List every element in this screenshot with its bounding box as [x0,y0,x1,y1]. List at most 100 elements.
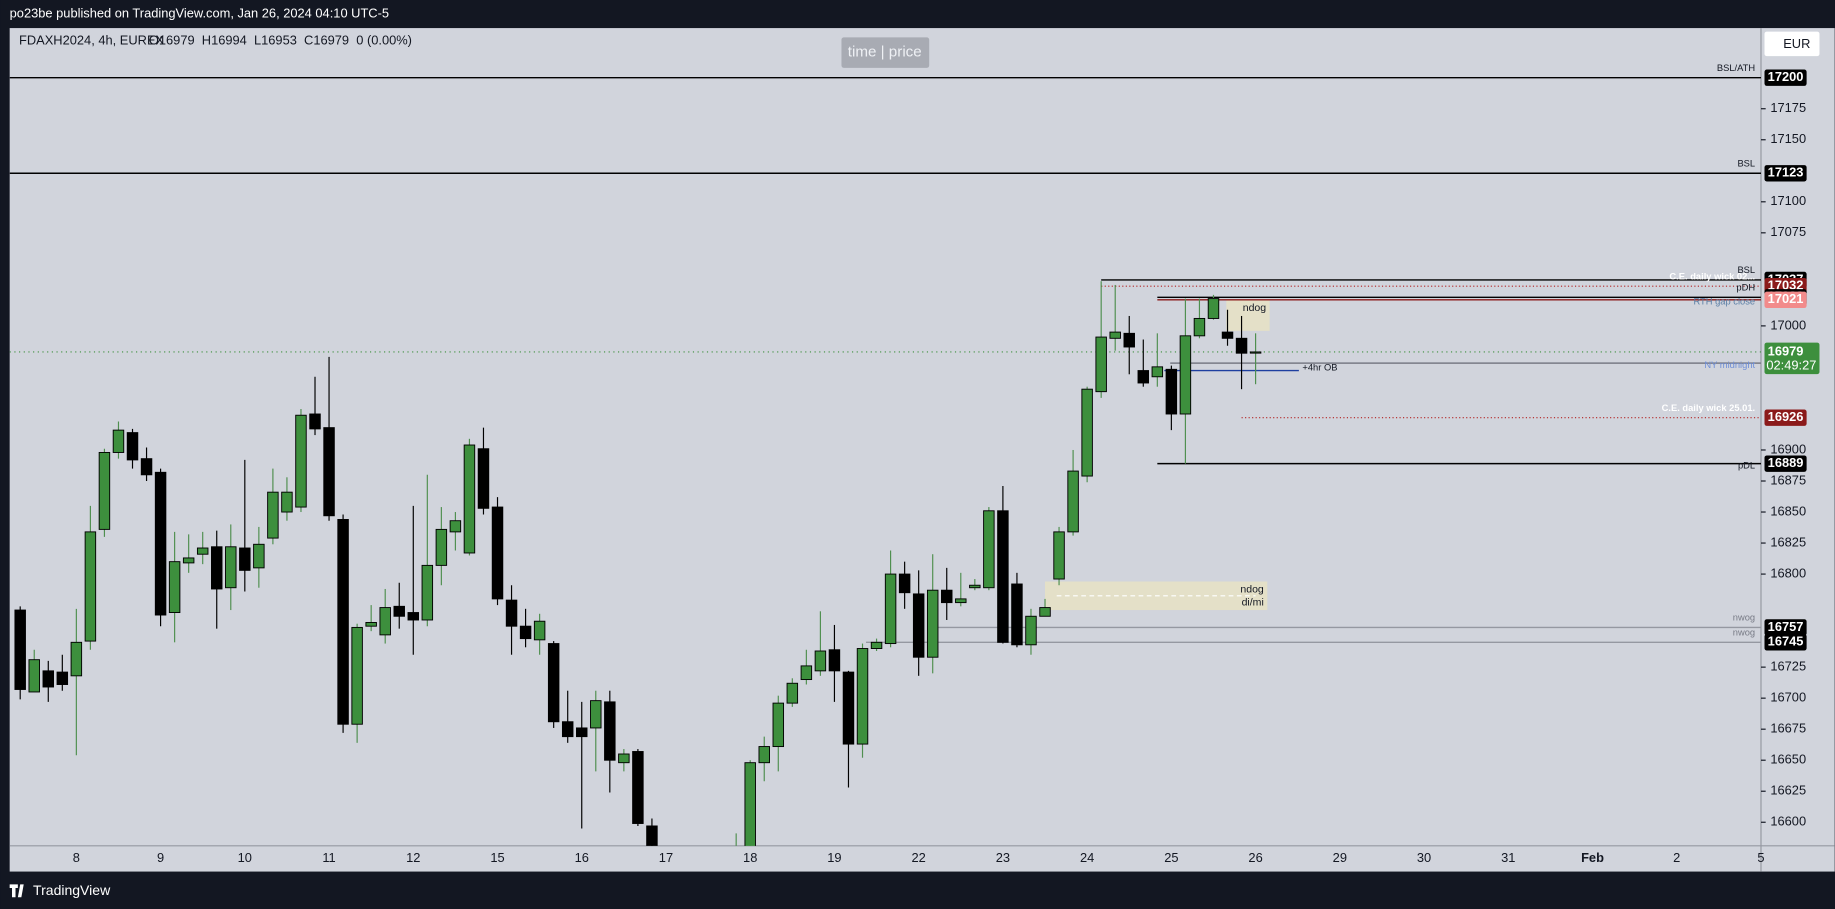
candle-body [604,701,616,761]
candle-body [1081,388,1093,477]
y-tick-label: 17100 [1770,193,1806,208]
price-badge [1764,634,1807,651]
level-label: +4hr OB [1302,363,1337,373]
candle-body [772,702,785,748]
zone-label: di/mi [1242,596,1264,608]
level-label: nwog [1733,627,1755,637]
candle-body [1207,298,1220,319]
candle-body [140,458,153,476]
candle-body [393,605,405,617]
candle-body [407,612,420,621]
price-badge [1764,165,1807,182]
x-tick-label: 22 [912,850,926,865]
candle-body [168,561,181,614]
level-label: pDH [1736,282,1755,292]
candle-body [351,626,363,725]
candle-body [1193,317,1206,337]
candle-body [941,589,953,604]
y-tick-label: 16625 [1770,783,1806,798]
brand-logo [9,884,24,898]
currency-box[interactable] [1764,31,1820,57]
candle-body [926,589,939,658]
x-tick-label: 23 [996,850,1010,865]
candle-body [70,641,83,677]
zone-label: ndog [1240,583,1264,595]
candle-body [1123,332,1135,348]
y-tick-label: 17075 [1770,224,1806,239]
y-tick-label: 16675 [1770,721,1806,736]
candle-body [323,427,335,517]
candle-body [646,825,658,846]
candle-body [969,584,981,589]
countdown: 02:49:27 [1766,357,1816,372]
y-tick-label: 16825 [1770,534,1806,549]
x-tick-label: 26 [1248,850,1262,865]
candle-body [112,429,125,453]
candle-body [1235,337,1248,354]
candle-body [758,746,770,764]
price-badge [1764,619,1807,636]
candle-body [1067,470,1079,533]
toggle-button[interactable] [841,37,930,68]
x-tick-label: 16 [575,850,589,865]
candle-body [42,670,55,688]
candle-body [379,607,391,636]
candle-body [239,547,251,571]
price-badge-label: 16889 [1768,455,1804,470]
x-tick-label: 30 [1417,850,1431,865]
candle-body [28,659,40,693]
published-note: po23be published on TradingView.com, Jan… [10,5,389,20]
candle-body [421,564,434,621]
candle-body [491,506,504,600]
currency-label[interactable]: EUR [1783,36,1810,51]
toggle-label[interactable]: time | price [848,44,922,61]
candle-body [98,451,111,530]
candle-body [1039,607,1051,617]
y-tick-label: 17175 [1770,100,1806,115]
x-tick-label: 15 [490,850,504,865]
y-tick-label: 16800 [1770,565,1806,580]
candle-body [1025,615,1037,646]
candle-body [505,599,518,627]
level-label: C.E. daily wick 25.01. [1662,403,1756,413]
candle-body [477,448,490,509]
candle-body [786,682,799,704]
x-tick-label: Feb [1581,850,1604,865]
candle-body [196,547,209,555]
price-badge-label: 17032 [1768,278,1804,293]
candle-body [1095,336,1107,393]
price-badge-label: 17021 [1768,291,1804,306]
level-label: RTH gap close [1693,297,1755,307]
price-badge-label: 16757 [1768,619,1804,634]
y-tick-label: 16600 [1770,814,1806,829]
candle-body [547,643,560,723]
x-tick-label: 5 [1757,850,1764,865]
candle-body [828,649,841,672]
y-tick-label: 16725 [1770,659,1806,674]
candle-body [435,528,448,566]
current-price-badge [1764,342,1820,375]
candle-body [84,531,97,642]
y-tick-label: 16900 [1770,441,1806,456]
candle-body [56,671,69,685]
price-badge [1764,69,1807,86]
candle-body [1249,351,1262,354]
candle-body [533,620,546,641]
candle-body [800,665,813,681]
level-label: nwog [1733,613,1755,623]
candle-body [463,444,476,554]
candle-body [618,753,630,764]
level-label: BSL/ATH [1717,63,1755,73]
candle-body [884,573,897,645]
candle-body [997,510,1009,643]
candle-body [1109,331,1121,339]
candle-body [182,557,195,564]
candle-body [449,520,462,533]
candle-body [1011,583,1023,646]
x-tick-label: 19 [827,850,841,865]
x-tick-label: 9 [157,850,164,865]
candle-body [1137,370,1150,384]
candle-body [576,727,588,738]
